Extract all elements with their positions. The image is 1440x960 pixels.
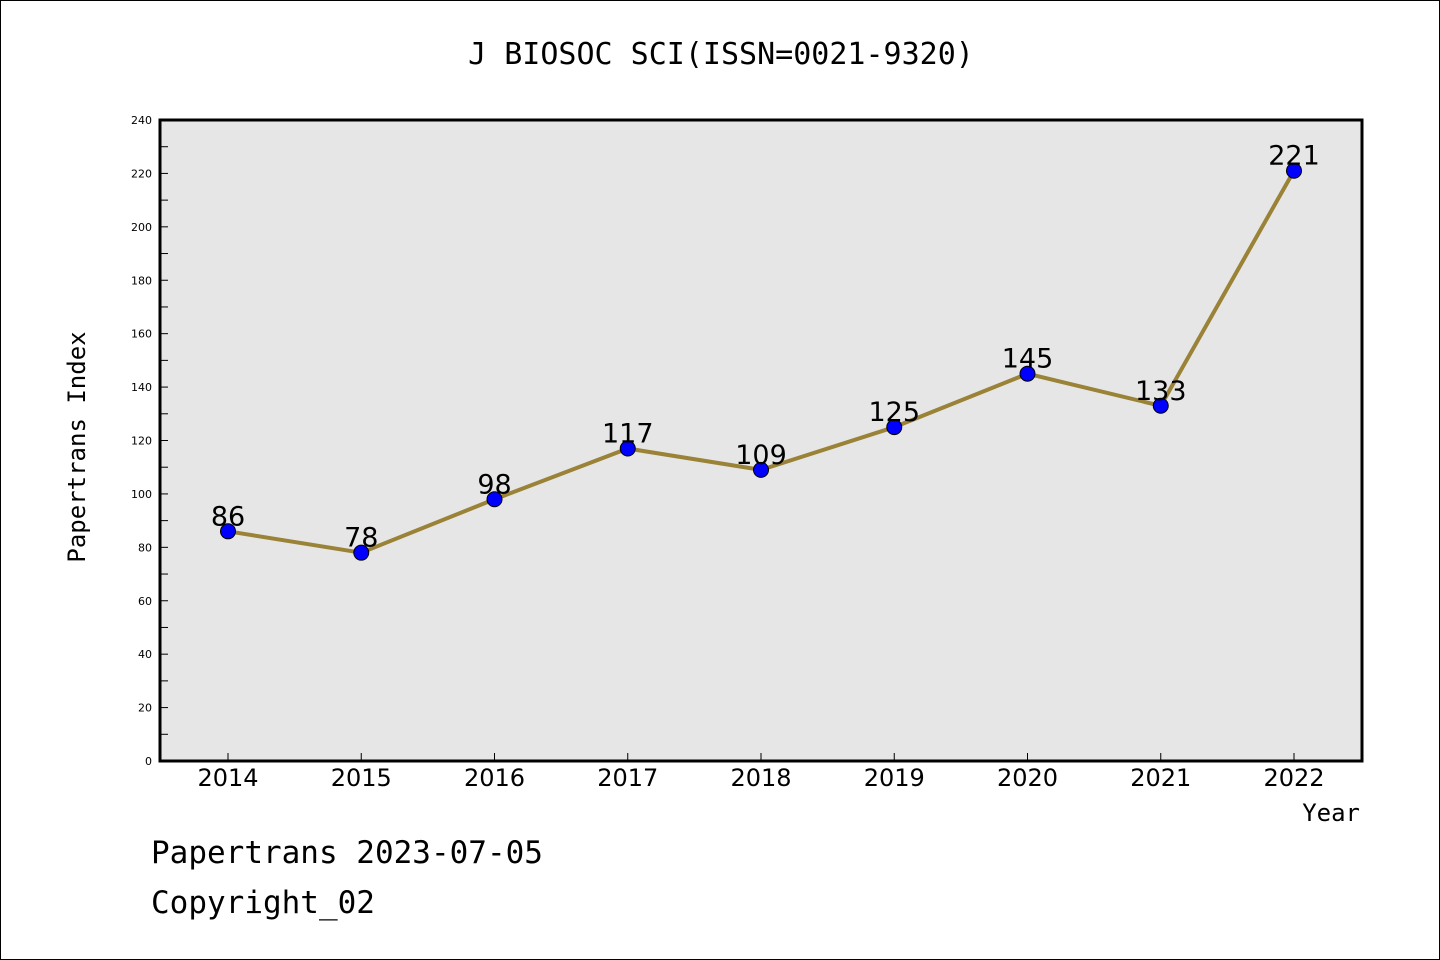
y-tick-label: 100 [131,488,152,501]
data-label: 109 [735,440,787,471]
data-label: 125 [868,397,920,428]
series-layer: 86 78 98 117 109 125 145 133 221 [211,141,1320,561]
x-tick-label: 2018 [730,764,791,792]
data-label: 98 [477,469,511,500]
x-axis-title: Year [1302,799,1360,827]
x-tick-label: 2022 [1263,764,1324,792]
y-tick-label: 240 [131,114,152,127]
footer-date: Papertrans 2023-07-05 [151,835,543,871]
data-point [353,544,370,561]
data-point [220,523,236,540]
y-tick-label: 220 [131,167,152,180]
data-label: 221 [1268,141,1320,172]
y-tick-label: 160 [131,328,152,341]
data-point [753,461,769,478]
x-tick-label: 2021 [1130,764,1191,792]
data-label: 145 [1002,344,1054,375]
data-point [1152,397,1169,414]
y-tick-label: 200 [131,221,152,234]
plot-area [158,118,1364,763]
y-tick-label: 80 [138,541,152,554]
y-tick-label: 20 [138,702,152,715]
x-tick-label: 2017 [597,764,658,792]
x-tick-label: 2016 [464,764,525,792]
data-label: 78 [344,523,378,554]
data-point [1286,162,1302,179]
x-axis: 2014 2015 2016 2017 2018 2019 2020 2021 2022 [197,753,1325,792]
chart-title: J BIOSOC SCI(ISSN=0021-9320) [468,37,974,72]
x-tick-label: 2015 [331,764,392,792]
y-tick-label: 0 [145,755,152,768]
data-point [886,419,903,436]
y-tick-label: 60 [138,595,152,608]
y-tick-label: 120 [131,435,152,448]
data-label: 117 [602,419,654,450]
y-axis-title: Papertrans Index [63,331,91,562]
x-tick-label: 2019 [864,764,925,792]
x-tick-label: 2020 [997,764,1058,792]
y-tick-label: 40 [138,648,152,661]
y-tick-label: 140 [131,381,152,394]
data-label: 86 [211,501,245,532]
footer-copyright: Copyright_02 [151,885,375,921]
x-tick-label: 2014 [197,764,258,792]
data-point [1019,365,1036,382]
data-point [486,491,503,508]
data-point [619,440,636,457]
y-tick-label: 180 [131,274,152,287]
data-label: 133 [1135,376,1187,407]
y-axis: 0 20 40 60 80 100 120 140 160 180 200 220 240 [131,114,168,768]
